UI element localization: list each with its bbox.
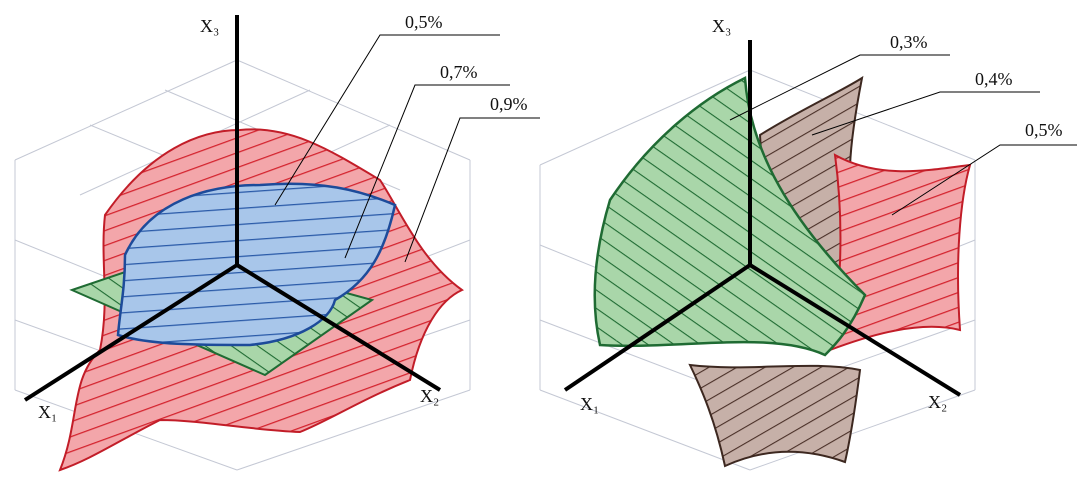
leader-line <box>405 118 540 262</box>
axis-label: X₃ <box>200 16 219 36</box>
axis-label: X₂ <box>420 386 439 406</box>
axis-label: X₃ <box>712 16 731 36</box>
percent-label: 0,7% <box>440 62 478 82</box>
surface-brown-lower <box>690 365 860 466</box>
percent-label: 0,5% <box>405 12 443 32</box>
axis-label: X₁ <box>38 402 57 422</box>
percent-label: 0,3% <box>890 32 928 52</box>
page-body: {"left": {"axes": {"x1": "X₁", "x2": "X₂… <box>0 0 1077 478</box>
percent-label: 0,9% <box>490 94 528 114</box>
percent-label: 0,4% <box>975 69 1013 89</box>
figure: X₃ X₁ X₂ 0,5% 0,7% 0,9% X₃ X₁ X₂ 0,3% 0,… <box>0 0 1077 478</box>
axis-label: X₂ <box>928 392 947 412</box>
percent-label: 0,5% <box>1025 120 1063 140</box>
page: Surfaces body { margin: 0; width: 1077px… <box>0 0 1077 478</box>
axis-label: X₁ <box>580 394 599 414</box>
